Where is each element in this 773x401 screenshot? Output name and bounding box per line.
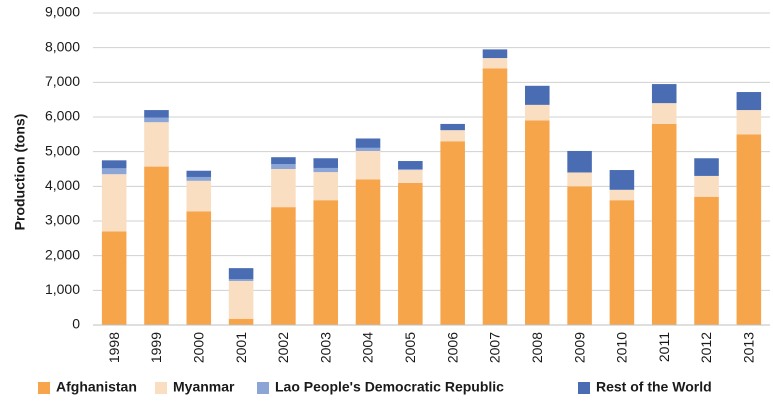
- y-tick-label: 9,000: [45, 4, 80, 20]
- bar-segment: [694, 196, 719, 325]
- bar-segment: [313, 158, 338, 168]
- bar-segment: [736, 134, 762, 325]
- y-tick-label: 7,000: [45, 73, 80, 89]
- legend: Afghanistan Myanmar Lao People's Democrati…: [38, 379, 712, 395]
- bar-segment: [736, 110, 762, 135]
- x-tick-label: 1998: [106, 332, 122, 363]
- bar-segment: [567, 186, 592, 325]
- bar-segment: [567, 172, 592, 187]
- x-tick-label: 2008: [529, 332, 545, 363]
- bars: [101, 49, 762, 325]
- bar-segment: [609, 170, 635, 190]
- bar-segment: [398, 182, 423, 325]
- x-tick-label: 2009: [571, 332, 587, 363]
- x-tick-label: 2006: [444, 332, 460, 363]
- bar-segment: [609, 200, 635, 325]
- bar-segment: [271, 157, 296, 165]
- bar-segment: [398, 169, 423, 171]
- bar-segment: [355, 179, 381, 325]
- bar-segment: [101, 174, 127, 232]
- x-tick-label: 2002: [275, 332, 291, 363]
- x-tick-label: 2005: [402, 332, 418, 363]
- x-tick-label: 2013: [741, 332, 757, 363]
- bar-segment: [440, 141, 465, 325]
- x-tick-label: 2007: [487, 332, 503, 363]
- y-tick-label: 3,000: [45, 212, 80, 228]
- bar-segment: [101, 160, 127, 169]
- bar-segment: [609, 189, 635, 201]
- bar-segment: [355, 138, 381, 148]
- bar-segment: [440, 123, 465, 131]
- y-tick-label: 6,000: [45, 108, 80, 124]
- bar-segment: [186, 176, 212, 181]
- bar-segment: [398, 170, 423, 183]
- y-tick-label: 4,000: [45, 177, 80, 193]
- x-tick-label: 2010: [614, 332, 630, 363]
- x-tick-label: 2003: [317, 332, 333, 363]
- legend-swatch: [578, 382, 590, 394]
- legend-label: Afghanistan: [56, 379, 137, 395]
- legend-swatch: [155, 382, 167, 394]
- bar-segment: [144, 110, 169, 118]
- y-tick-label: 8,000: [45, 38, 80, 54]
- bar-segment: [525, 104, 550, 121]
- x-tick-label: 2001: [233, 332, 249, 363]
- bar-segment: [186, 211, 212, 325]
- bar-segment: [228, 280, 254, 319]
- bar-segment: [271, 164, 296, 169]
- bar-segment: [736, 92, 762, 111]
- bar-segment: [525, 85, 550, 105]
- bar-segment: [144, 117, 169, 123]
- x-tick-label: 2004: [360, 332, 376, 363]
- legend-swatch: [38, 382, 50, 394]
- bar-segment: [228, 268, 254, 280]
- bar-segment: [651, 123, 677, 325]
- bar-segment: [694, 175, 719, 197]
- y-tick-label: 0: [72, 316, 80, 332]
- x-tick-label: 2012: [698, 332, 714, 363]
- bar-segment: [651, 84, 677, 104]
- bar-segment: [144, 166, 169, 325]
- y-tick-label: 5,000: [45, 142, 80, 158]
- bar-segment: [482, 49, 508, 59]
- bar-segment: [398, 161, 423, 169]
- legend-label: Lao People's Democratic Republic: [275, 379, 504, 395]
- bar-segment: [101, 168, 127, 175]
- bar-segment: [440, 130, 465, 142]
- x-tick-label: 2000: [190, 332, 206, 363]
- legend-label: Myanmar: [173, 379, 235, 395]
- bar-segment: [228, 318, 254, 325]
- bar-segment: [355, 147, 381, 151]
- bar-segment: [525, 120, 550, 325]
- bar-segment: [101, 231, 127, 325]
- legend-swatch: [257, 382, 269, 394]
- bar-segment: [313, 200, 338, 325]
- bar-segment: [651, 103, 677, 124]
- legend-label: Rest of the World: [596, 379, 712, 395]
- bar-segment: [144, 122, 169, 167]
- y-tick-label: 2,000: [45, 246, 80, 262]
- y-axis-title: Production (tons): [12, 114, 28, 231]
- bar-segment: [228, 279, 254, 281]
- bar-segment: [482, 58, 508, 69]
- bar-segment: [694, 158, 719, 176]
- x-tick-label: 1999: [148, 332, 164, 363]
- axes: 0 1,000 2,000 3,000 4,000 5,000 6,000 7,000 8,00…: [45, 4, 770, 363]
- bar-segment: [355, 150, 381, 180]
- bar-segment: [186, 170, 212, 177]
- x-tick-label: 2011: [656, 332, 672, 362]
- bar-segment: [186, 180, 212, 212]
- y-tick-label: 1,000: [45, 281, 80, 297]
- bar-segment: [313, 172, 338, 201]
- bar-segment: [567, 150, 592, 173]
- bar-segment: [271, 207, 296, 325]
- bar-segment: [313, 167, 338, 173]
- bar-segment: [271, 169, 296, 208]
- bar-segment: [482, 68, 508, 325]
